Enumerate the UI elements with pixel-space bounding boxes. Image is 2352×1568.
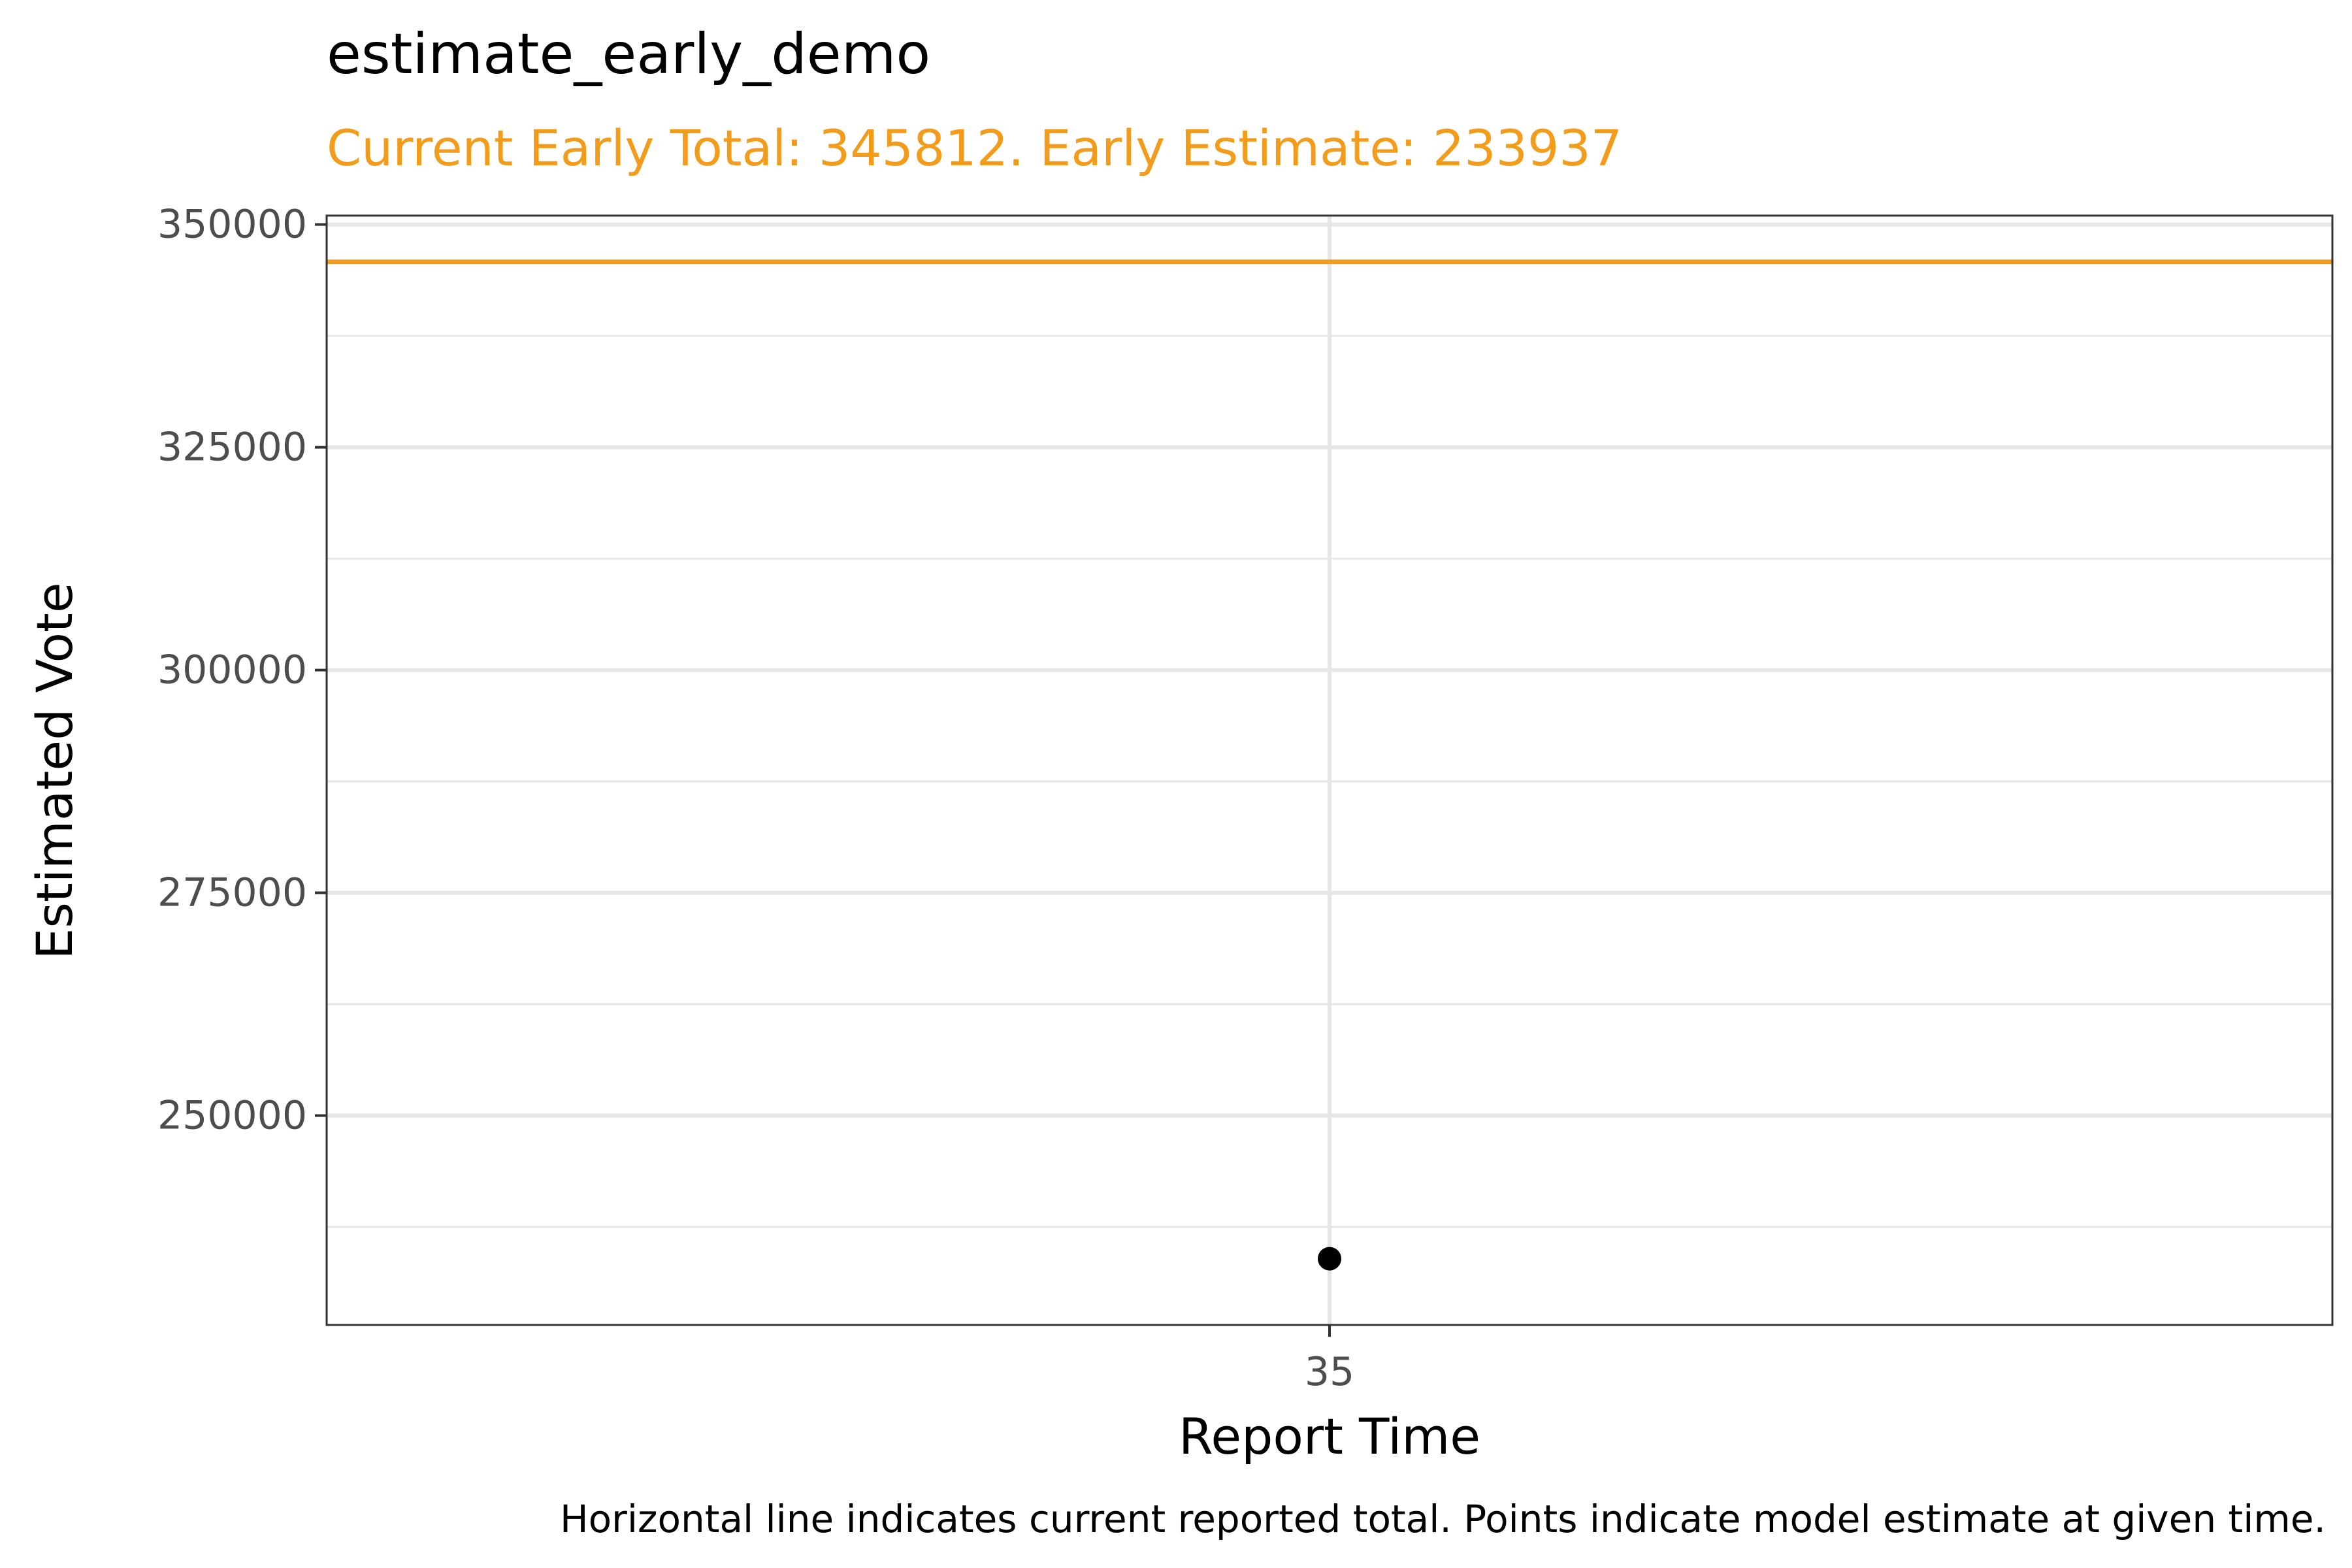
y-tick-label: 325000 bbox=[157, 425, 307, 470]
y-tick-label: 250000 bbox=[157, 1092, 307, 1138]
y-tick-label: 300000 bbox=[157, 647, 307, 693]
y-tick-label: 275000 bbox=[157, 870, 307, 916]
data-points bbox=[1318, 1247, 1341, 1271]
x-axis-title: Report Time bbox=[1179, 1407, 1480, 1465]
x-axis: 35 bbox=[1305, 1325, 1354, 1395]
grid-lines bbox=[327, 216, 2332, 1325]
y-axis: 250000 275000 300000 325000 350000 bbox=[157, 202, 327, 1138]
chart-subtitle: Current Early Total: 345812. Early Estim… bbox=[327, 119, 1622, 177]
y-tick-label: 350000 bbox=[157, 202, 307, 248]
y-axis-title: Estimated Vote bbox=[25, 582, 84, 959]
chart-title: estimate_early_demo bbox=[327, 22, 930, 87]
x-tick-label: 35 bbox=[1305, 1349, 1354, 1395]
estimate-point bbox=[1318, 1247, 1341, 1271]
chart-caption: Horizontal line indicates current report… bbox=[560, 1497, 2326, 1541]
